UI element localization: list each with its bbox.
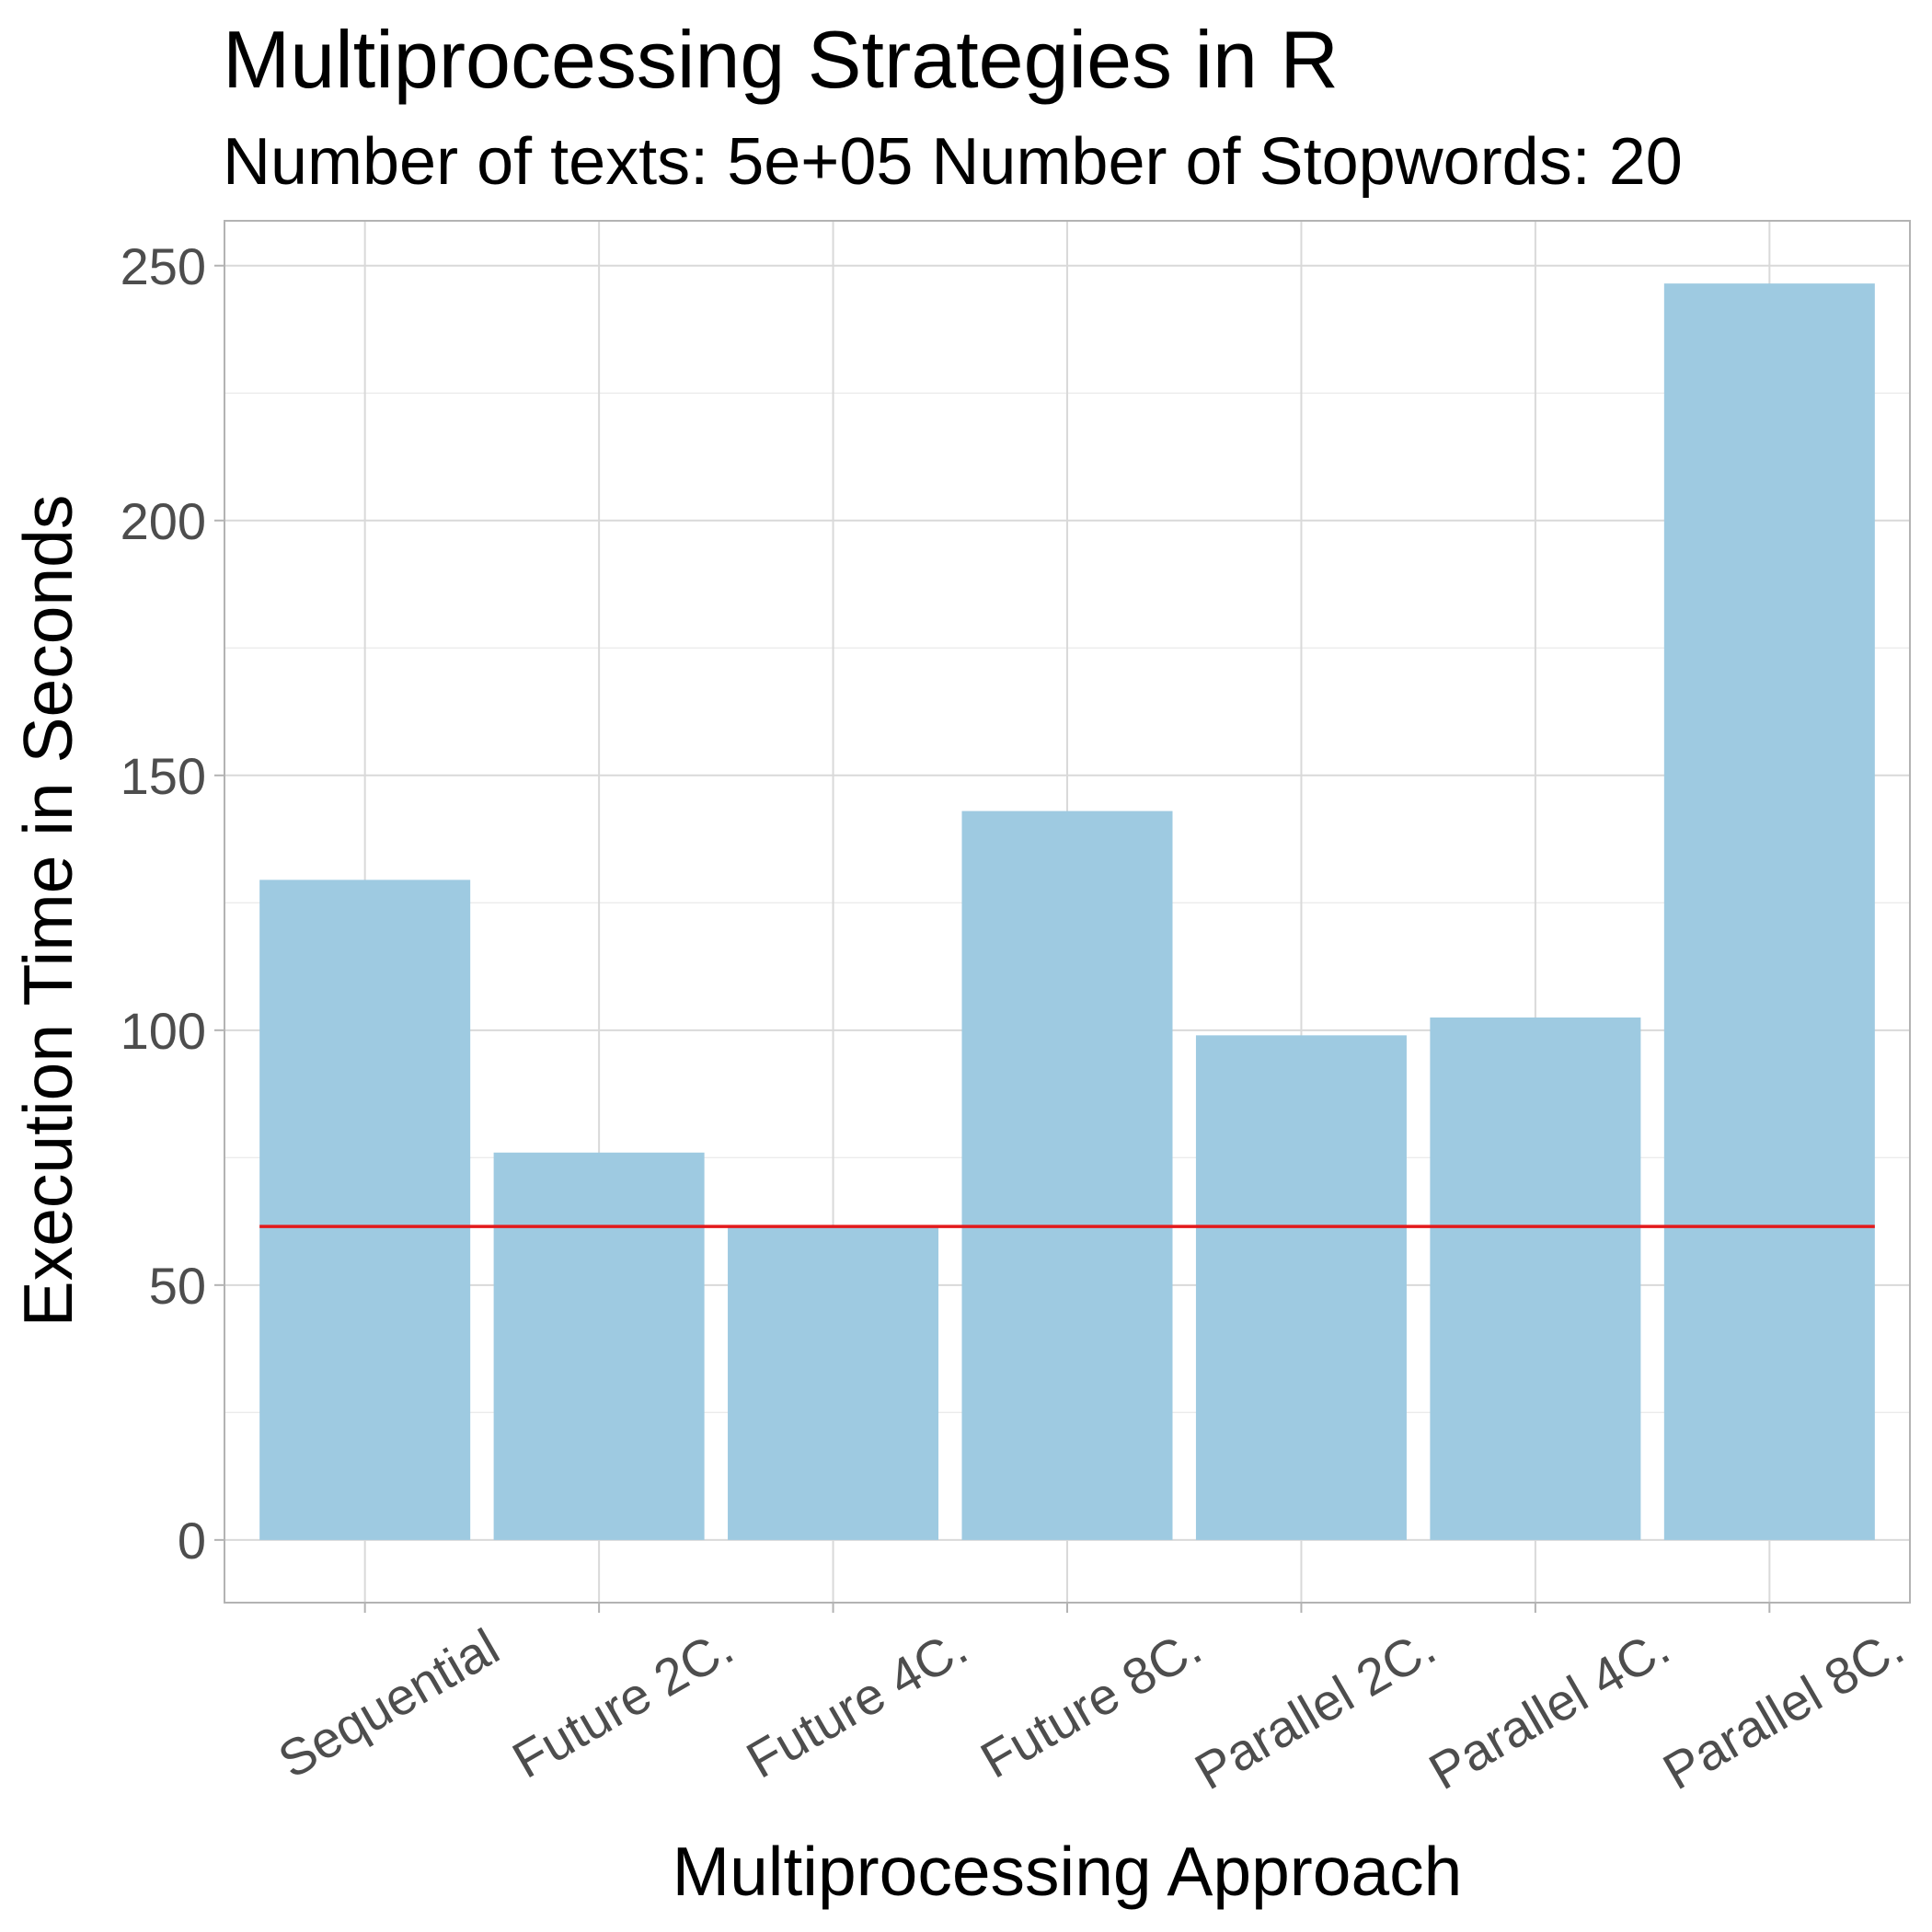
x-tick-label: Parallel 8C. <box>1653 1617 1913 1800</box>
bar-3 <box>728 1226 939 1540</box>
bar-7 <box>1663 283 1875 1540</box>
bar-6 <box>1430 1017 1641 1540</box>
x-tick-label: Parallel 2C. <box>1185 1617 1444 1800</box>
y-tick-label: 250 <box>121 237 206 295</box>
y-axis: 0 50 100 150 200 250 <box>121 237 224 1570</box>
bar-5 <box>1195 1035 1407 1540</box>
y-tick-label: 0 <box>178 1512 206 1570</box>
x-axis-title: Multiprocessing Approach <box>673 1833 1463 1910</box>
chart-title: Multiprocessing Strategies in R <box>223 14 1339 105</box>
bar-2 <box>493 1152 705 1540</box>
y-tick-label: 100 <box>121 1002 206 1060</box>
y-axis-title: Execution Time in Seconds <box>9 495 86 1328</box>
x-tick-label: Sequential <box>269 1617 509 1789</box>
y-tick-label: 50 <box>149 1257 206 1315</box>
x-tick-label: Future 8C. <box>971 1617 1211 1789</box>
bar-1 <box>259 880 471 1540</box>
bar-4 <box>961 811 1173 1540</box>
x-tick-label: Future 2C. <box>502 1617 742 1789</box>
chart-subtitle: Number of texts: 5e+05 Number of Stopwor… <box>223 125 1683 199</box>
y-tick-label: 150 <box>121 747 206 805</box>
y-tick-label: 200 <box>121 492 206 550</box>
x-tick-label: Parallel 4C. <box>1420 1617 1679 1800</box>
bars <box>259 283 1875 1540</box>
x-tick-label: Future 4C. <box>737 1617 977 1789</box>
